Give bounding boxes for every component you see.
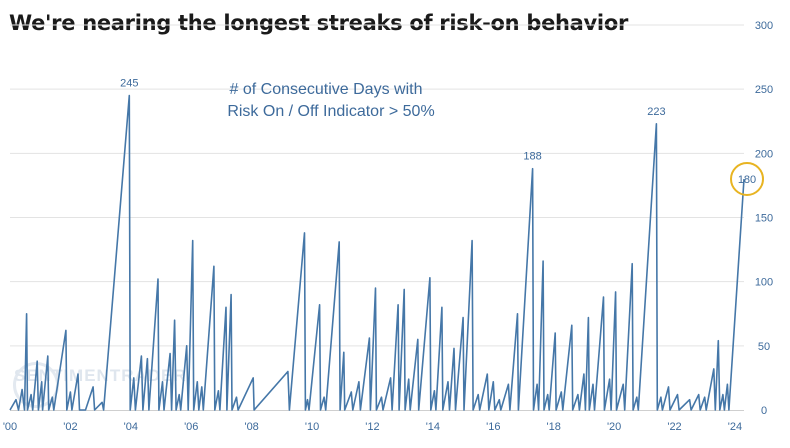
x-tick-label: '18 — [547, 421, 561, 433]
y-tick-label: 250 — [755, 84, 773, 96]
y-tick-label: 50 — [758, 341, 770, 353]
x-tick-label: '14 — [426, 421, 440, 433]
peak-label: 245 — [120, 78, 138, 90]
x-tick-label: '24 — [728, 421, 742, 433]
y-tick-label: 0 — [761, 405, 767, 417]
x-tick-label: '22 — [667, 421, 681, 433]
grid-lines — [10, 24, 744, 347]
y-tick-label: 100 — [755, 277, 773, 289]
peak-label: 188 — [523, 151, 541, 163]
y-tick-label: 150 — [755, 213, 773, 225]
annotation-line-1: # of Consecutive Days with — [230, 81, 423, 98]
x-tick-label: '20 — [607, 421, 621, 433]
x-tick-label: '04 — [124, 421, 138, 433]
chart-title: We're nearing the longest streaks of ris… — [9, 11, 629, 35]
x-tick-label: '16 — [486, 421, 500, 433]
series-line — [9, 94, 745, 411]
x-axis-ticks: '00 '02 '04 '06 '08 '10 '12 '14 '16 '18 '20 '22 '24 — [3, 421, 742, 433]
x-tick-label: '06 — [184, 421, 198, 433]
y-tick-label: 200 — [755, 148, 773, 160]
x-tick-label: '00 — [3, 421, 17, 433]
annotation-line-2: Risk On / Off Indicator > 50% — [227, 103, 434, 120]
y-tick-label: 300 — [755, 20, 773, 32]
y-axis-ticks: 0 50 100 150 200 250 300 — [755, 20, 773, 417]
peak-label: 223 — [647, 106, 665, 118]
x-tick-label: '12 — [365, 421, 379, 433]
x-tick-label: '02 — [63, 421, 77, 433]
peak-annotations: 245 188 223 180 — [120, 78, 764, 196]
highlight-circle — [730, 162, 764, 196]
x-tick-label: '10 — [305, 421, 319, 433]
current-value-label: 180 — [738, 174, 756, 186]
x-tick-label: '08 — [244, 421, 258, 433]
